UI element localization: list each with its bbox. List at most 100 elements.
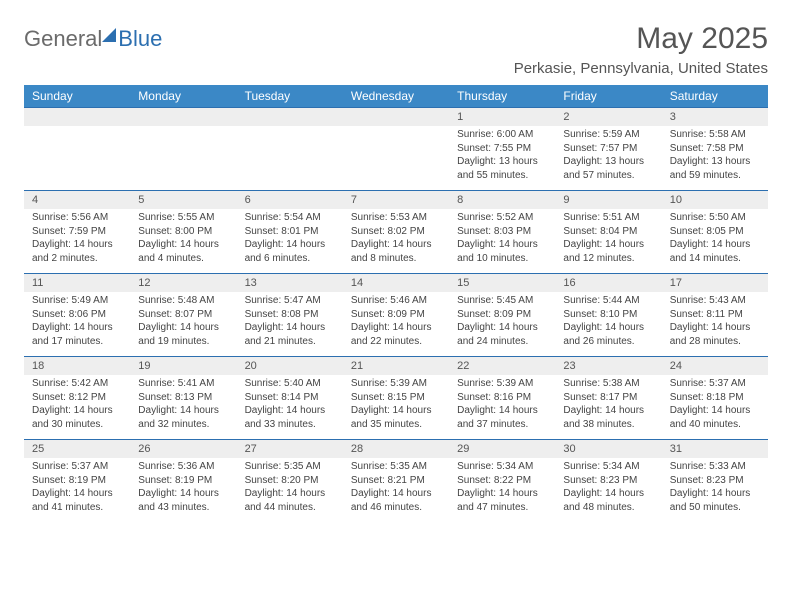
day-number: 6: [237, 191, 343, 209]
day-line: and 6 minutes.: [245, 252, 335, 266]
day-line: Sunrise: 5:40 AM: [245, 377, 335, 391]
day-line: and 26 minutes.: [563, 335, 653, 349]
day-cell: Sunrise: 5:49 AMSunset: 8:06 PMDaylight:…: [24, 292, 130, 356]
day-body-row: Sunrise: 5:42 AMSunset: 8:12 PMDaylight:…: [24, 375, 768, 439]
day-line: Sunset: 8:12 PM: [32, 391, 122, 405]
day-number: 2: [555, 108, 661, 126]
day-number-row: 123: [24, 107, 768, 126]
day-line: and 33 minutes.: [245, 418, 335, 432]
day-cell: Sunrise: 5:48 AMSunset: 8:07 PMDaylight:…: [130, 292, 236, 356]
day-cell: Sunrise: 5:38 AMSunset: 8:17 PMDaylight:…: [555, 375, 661, 439]
day-cell: Sunrise: 6:00 AMSunset: 7:55 PMDaylight:…: [449, 126, 555, 190]
logo-text-blue: Blue: [118, 26, 162, 52]
day-number: [130, 108, 236, 126]
day-line: Sunrise: 5:38 AM: [563, 377, 653, 391]
day-line: Sunrise: 5:56 AM: [32, 211, 122, 225]
day-line: Sunrise: 5:43 AM: [670, 294, 760, 308]
day-line: Daylight: 14 hours: [563, 487, 653, 501]
day-cell: Sunrise: 5:52 AMSunset: 8:03 PMDaylight:…: [449, 209, 555, 273]
day-body-row: Sunrise: 5:49 AMSunset: 8:06 PMDaylight:…: [24, 292, 768, 356]
logo: General Blue: [24, 22, 162, 52]
day-number: 3: [662, 108, 768, 126]
weekday-header: Saturday: [662, 85, 768, 107]
weekday-header: Friday: [555, 85, 661, 107]
day-line: Sunset: 8:19 PM: [32, 474, 122, 488]
day-cell: Sunrise: 5:34 AMSunset: 8:23 PMDaylight:…: [555, 458, 661, 522]
day-line: Daylight: 14 hours: [351, 321, 441, 335]
day-number: 28: [343, 440, 449, 458]
logo-triangle-icon: [102, 28, 116, 42]
day-line: Daylight: 14 hours: [138, 487, 228, 501]
day-line: Sunset: 8:23 PM: [563, 474, 653, 488]
day-line: Sunrise: 5:39 AM: [457, 377, 547, 391]
day-line: Sunset: 8:19 PM: [138, 474, 228, 488]
day-cell: Sunrise: 5:47 AMSunset: 8:08 PMDaylight:…: [237, 292, 343, 356]
day-line: Sunset: 7:57 PM: [563, 142, 653, 156]
day-cell: Sunrise: 5:54 AMSunset: 8:01 PMDaylight:…: [237, 209, 343, 273]
day-line: Sunset: 8:04 PM: [563, 225, 653, 239]
day-cell: Sunrise: 5:53 AMSunset: 8:02 PMDaylight:…: [343, 209, 449, 273]
day-line: and 55 minutes.: [457, 169, 547, 183]
day-number: 22: [449, 357, 555, 375]
day-number: 29: [449, 440, 555, 458]
day-line: Sunset: 7:59 PM: [32, 225, 122, 239]
day-line: Daylight: 14 hours: [351, 238, 441, 252]
day-line: Sunset: 8:14 PM: [245, 391, 335, 405]
day-line: Daylight: 13 hours: [457, 155, 547, 169]
day-line: Sunset: 8:06 PM: [32, 308, 122, 322]
day-line: Daylight: 14 hours: [563, 321, 653, 335]
day-line: Sunset: 8:00 PM: [138, 225, 228, 239]
logo-text-general: General: [24, 26, 102, 52]
day-cell: Sunrise: 5:41 AMSunset: 8:13 PMDaylight:…: [130, 375, 236, 439]
day-line: and 8 minutes.: [351, 252, 441, 266]
day-number: 31: [662, 440, 768, 458]
day-line: Sunset: 8:21 PM: [351, 474, 441, 488]
weekday-header: Wednesday: [343, 85, 449, 107]
day-line: Daylight: 14 hours: [245, 487, 335, 501]
day-number-row: 11121314151617: [24, 273, 768, 292]
day-number-row: 45678910: [24, 190, 768, 209]
title-block: May 2025 Perkasie, Pennsylvania, United …: [514, 22, 768, 77]
day-line: Daylight: 14 hours: [138, 321, 228, 335]
day-cell: Sunrise: 5:40 AMSunset: 8:14 PMDaylight:…: [237, 375, 343, 439]
day-number: 25: [24, 440, 130, 458]
day-line: Daylight: 14 hours: [563, 238, 653, 252]
day-line: Daylight: 14 hours: [457, 404, 547, 418]
day-line: Sunrise: 5:39 AM: [351, 377, 441, 391]
day-line: Sunset: 8:09 PM: [457, 308, 547, 322]
day-line: Daylight: 13 hours: [563, 155, 653, 169]
header: General Blue May 2025 Perkasie, Pennsylv…: [24, 22, 768, 77]
day-line: Sunrise: 5:55 AM: [138, 211, 228, 225]
day-line: Sunrise: 5:58 AM: [670, 128, 760, 142]
day-line: and 24 minutes.: [457, 335, 547, 349]
day-line: Sunrise: 5:36 AM: [138, 460, 228, 474]
day-line: Daylight: 14 hours: [138, 238, 228, 252]
day-line: Sunset: 7:55 PM: [457, 142, 547, 156]
day-line: Sunrise: 5:59 AM: [563, 128, 653, 142]
day-line: Sunrise: 5:46 AM: [351, 294, 441, 308]
day-line: Sunrise: 5:37 AM: [32, 460, 122, 474]
day-cell: [237, 126, 343, 190]
day-line: and 38 minutes.: [563, 418, 653, 432]
day-cell: Sunrise: 5:33 AMSunset: 8:23 PMDaylight:…: [662, 458, 768, 522]
weeks-container: 123Sunrise: 6:00 AMSunset: 7:55 PMDaylig…: [24, 107, 768, 522]
day-cell: Sunrise: 5:37 AMSunset: 8:18 PMDaylight:…: [662, 375, 768, 439]
day-line: Sunset: 8:20 PM: [245, 474, 335, 488]
day-line: Sunrise: 5:34 AM: [563, 460, 653, 474]
day-line: Sunrise: 5:41 AM: [138, 377, 228, 391]
day-line: Daylight: 14 hours: [245, 321, 335, 335]
weekday-header-row: Sunday Monday Tuesday Wednesday Thursday…: [24, 85, 768, 107]
day-line: Sunset: 8:23 PM: [670, 474, 760, 488]
day-cell: Sunrise: 5:56 AMSunset: 7:59 PMDaylight:…: [24, 209, 130, 273]
day-number: 7: [343, 191, 449, 209]
day-line: and 50 minutes.: [670, 501, 760, 515]
day-number: 11: [24, 274, 130, 292]
day-line: and 59 minutes.: [670, 169, 760, 183]
day-line: and 41 minutes.: [32, 501, 122, 515]
day-line: and 30 minutes.: [32, 418, 122, 432]
day-number: 15: [449, 274, 555, 292]
day-line: Daylight: 14 hours: [245, 238, 335, 252]
day-cell: [343, 126, 449, 190]
day-line: Sunset: 8:01 PM: [245, 225, 335, 239]
day-number: 9: [555, 191, 661, 209]
